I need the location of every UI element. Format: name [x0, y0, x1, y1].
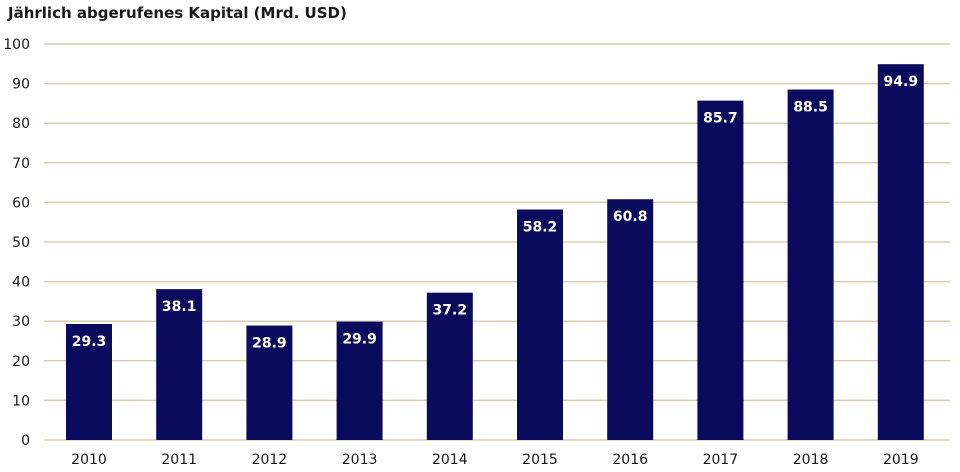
bar-2011 [156, 289, 203, 440]
x-tick-label: 2018 [793, 452, 829, 468]
y-tick-label: 50 [12, 235, 30, 251]
bar-2019 [877, 64, 924, 441]
y-tick-label: 20 [12, 354, 30, 370]
x-tick-label: 2011 [161, 452, 197, 468]
x-axis-ticks: 2010 2011 2012 2013 2014 2015 2016 2017 2018 2019 [71, 452, 918, 468]
bar-2018 [787, 89, 834, 440]
x-tick-label: 2010 [71, 452, 107, 468]
y-tick-label: 80 [12, 116, 30, 132]
y-tick-label: 60 [12, 195, 30, 211]
value-label: 28.9 [252, 336, 287, 352]
bar-2015 [517, 209, 563, 440]
x-tick-label: 2013 [342, 452, 378, 468]
value-label: 94.9 [884, 74, 919, 90]
x-tick-label: 2015 [522, 452, 558, 468]
value-label: 38.1 [162, 299, 197, 315]
value-labels: 29.3 38.1 28.9 29.9 37.2 58.2 60.8 85.7 88.5 94.9 [72, 74, 918, 351]
value-label: 60.8 [613, 209, 648, 225]
bar-2013 [336, 321, 383, 440]
x-tick-label: 2017 [703, 452, 739, 468]
y-tick-label: 10 [12, 393, 30, 409]
y-tick-label: 0 [21, 433, 30, 449]
bar-2012 [246, 325, 293, 440]
bar-2017 [697, 100, 744, 441]
chart-title: Jährlich abgerufenes Kapital (Mrd. USD) [8, 4, 347, 22]
y-tick-label: 90 [12, 77, 30, 93]
y-tick-label: 30 [12, 314, 30, 330]
x-tick-label: 2014 [432, 452, 468, 468]
value-label: 85.7 [703, 111, 738, 127]
y-tick-label: 70 [12, 156, 30, 172]
y-tick-label: 40 [12, 275, 30, 291]
value-label: 29.3 [72, 334, 107, 350]
value-label: 58.2 [523, 220, 558, 236]
y-axis-ticks: 0 10 20 30 40 50 60 70 80 90 100 [3, 37, 30, 449]
bars [66, 64, 924, 441]
x-tick-label: 2019 [883, 452, 919, 468]
value-label: 29.9 [342, 332, 377, 348]
value-label: 37.2 [433, 303, 468, 319]
x-tick-label: 2012 [252, 452, 288, 468]
value-label: 88.5 [793, 100, 828, 116]
bar-2016 [607, 199, 654, 440]
y-tick-label: 100 [3, 37, 30, 53]
bar-2010 [66, 323, 112, 440]
bar-2014 [426, 292, 473, 440]
x-tick-label: 2016 [612, 452, 648, 468]
